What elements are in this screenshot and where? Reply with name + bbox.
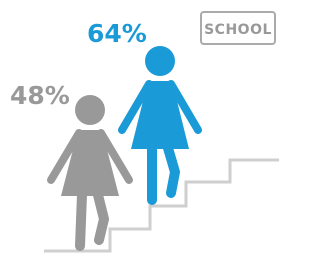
blue-figure	[122, 46, 198, 200]
gray-figure	[51, 95, 129, 246]
figure-label: 64%	[87, 19, 147, 48]
tag-label: SCHOOL	[204, 22, 272, 38]
figure-label: 48%	[10, 81, 70, 110]
infographic: SCHOOL 48% 64%	[0, 0, 279, 257]
page: SCHOOL 48% 64% (() => { const data = JSO…	[0, 0, 279, 257]
